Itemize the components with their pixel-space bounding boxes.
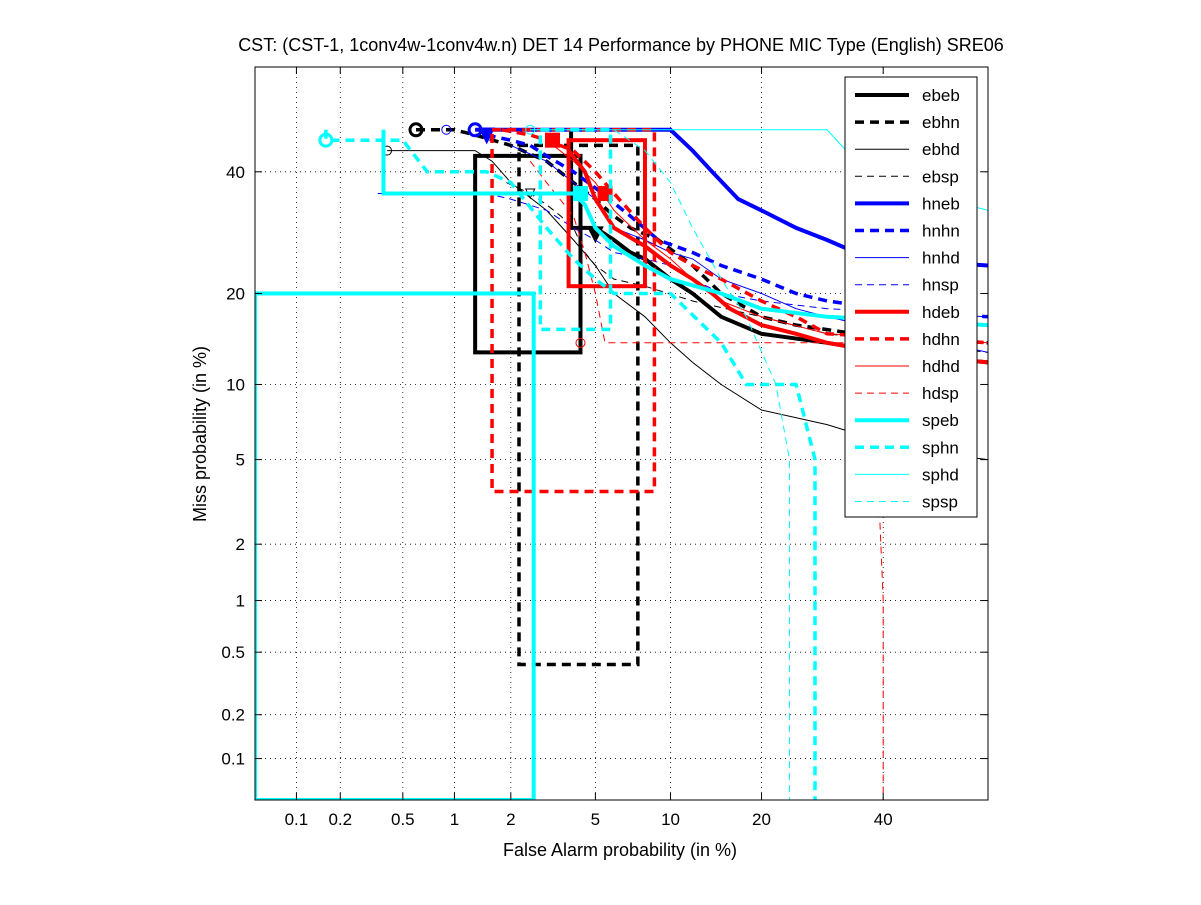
y-tick-label: 10 bbox=[226, 375, 245, 394]
legend-label: ebsp bbox=[922, 167, 959, 186]
y-tick-label: 40 bbox=[226, 163, 245, 182]
x-tick-label: 0.1 bbox=[285, 810, 309, 829]
det-curve-sphn bbox=[324, 129, 817, 800]
series-spsp bbox=[525, 124, 790, 800]
legend-label: hneb bbox=[922, 194, 960, 213]
y-tick-label: 5 bbox=[236, 451, 245, 470]
legend-item-hdsp: hdsp bbox=[855, 384, 959, 403]
legend-label: ebhd bbox=[922, 140, 960, 159]
legend-item-hnsp: hnsp bbox=[855, 276, 959, 295]
x-tick-label: 2 bbox=[506, 810, 515, 829]
legend-item-ebhd: ebhd bbox=[855, 140, 960, 159]
marker-ebhn bbox=[408, 122, 424, 138]
y-tick-label: 20 bbox=[226, 284, 245, 303]
legend-label: speb bbox=[922, 411, 959, 430]
legend-item-ebhn: ebhn bbox=[855, 113, 960, 132]
legend-box bbox=[844, 76, 978, 518]
legend-item-ebsp: ebsp bbox=[855, 167, 959, 186]
marker-hnsp bbox=[441, 124, 452, 135]
y-tick-label: 2 bbox=[236, 535, 245, 554]
confidence-box-ebeb bbox=[473, 153, 583, 355]
marker-hnhn bbox=[478, 127, 496, 145]
y-axis-label: Miss probability (in %) bbox=[190, 346, 210, 522]
legend-label: hnhd bbox=[922, 249, 960, 268]
plot-frame bbox=[254, 66, 989, 801]
x-tick-label: 0.5 bbox=[391, 810, 415, 829]
series-speb bbox=[255, 129, 988, 800]
series-hnsp bbox=[377, 124, 988, 318]
legend: ebeb ebhn ebhd ebsp hneb hnhn hnhd hnsp hdeb hdhn… bbox=[844, 76, 978, 518]
x-tick-label: 1 bbox=[450, 810, 459, 829]
det-curve-hdhd bbox=[546, 139, 988, 344]
legend-label: hdhd bbox=[922, 357, 960, 376]
marker-sphn bbox=[318, 132, 334, 148]
legend-item-hnhn: hnhn bbox=[855, 222, 960, 241]
x-axis-label: False Alarm probability (in %) bbox=[503, 840, 737, 860]
det-curve-spsp bbox=[530, 129, 790, 800]
legend-item-ebeb: ebeb bbox=[855, 86, 960, 105]
legend-label: hdsp bbox=[922, 384, 959, 403]
legend-label: ebeb bbox=[922, 86, 960, 105]
series-hdhd bbox=[546, 139, 988, 344]
y-tick-label: 0.2 bbox=[221, 706, 245, 725]
marker-speb bbox=[572, 186, 588, 202]
tick-layer: 0.1 0.2 0.5 1 2 5 10 20 40 0.1 0.2 0.5 1 2 5 10 20 40 bbox=[221, 67, 988, 829]
legend-label: sphn bbox=[922, 438, 959, 457]
marker-hdhn bbox=[545, 132, 561, 148]
marker-hdeb bbox=[597, 186, 613, 202]
chart-title: CST: (CST-1, 1conv4w-1conv4w.n) DET 14 P… bbox=[238, 35, 1004, 55]
det-curve-hnhn bbox=[486, 133, 988, 319]
legend-item-sphd: sphd bbox=[855, 465, 959, 484]
marker-spsp bbox=[525, 124, 536, 135]
legend-item-hneb: hneb bbox=[855, 194, 960, 213]
legend-label: hdeb bbox=[922, 303, 960, 322]
confidence-box-ebhn bbox=[517, 143, 640, 667]
x-tick-label: 10 bbox=[661, 810, 680, 829]
legend-item-sphn: sphn bbox=[855, 438, 959, 457]
legend-label: ebhn bbox=[922, 113, 960, 132]
legend-label: sphd bbox=[922, 465, 959, 484]
y-tick-label: 0.1 bbox=[221, 750, 245, 769]
x-tick-label: 5 bbox=[591, 810, 600, 829]
legend-item-hdhd: hdhd bbox=[855, 357, 960, 376]
legend-item-speb: speb bbox=[855, 411, 959, 430]
legend-label: hnhn bbox=[922, 222, 960, 241]
legend-item-spsp: spsp bbox=[855, 493, 958, 512]
legend-label: hnsp bbox=[922, 276, 959, 295]
x-tick-label: 0.2 bbox=[328, 810, 352, 829]
det-curve-speb bbox=[381, 129, 988, 328]
confidence-box-hdeb bbox=[566, 138, 647, 289]
y-tick-label: 1 bbox=[236, 592, 245, 611]
x-tick-label: 40 bbox=[874, 810, 893, 829]
marker-hdsp bbox=[575, 337, 586, 348]
legend-label: hdhn bbox=[922, 330, 960, 349]
legend-label: spsp bbox=[922, 493, 958, 512]
legend-item-hdeb: hdeb bbox=[855, 303, 960, 322]
legend-item-hnhd: hnhd bbox=[855, 249, 960, 268]
x-tick-label: 20 bbox=[752, 810, 771, 829]
series-layer bbox=[255, 122, 988, 800]
legend-item-hdhn: hdhn bbox=[855, 330, 960, 349]
confidence-box-speb bbox=[255, 291, 536, 800]
y-tick-label: 0.5 bbox=[221, 643, 245, 662]
series-hnhn bbox=[478, 127, 988, 319]
